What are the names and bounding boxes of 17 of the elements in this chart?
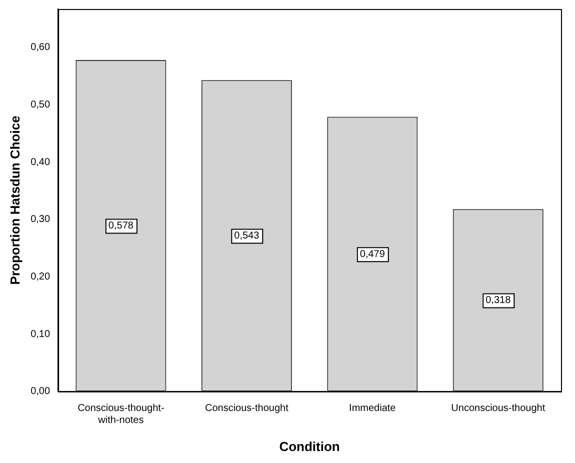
x-tick-label: Unconscious-thought <box>451 403 546 414</box>
y-tick-label: 0,20 <box>30 271 50 282</box>
y-tick-label: 0,40 <box>30 156 50 168</box>
y-tick-label: 0,00 <box>30 386 50 398</box>
y-tick-label: 0,10 <box>30 328 50 340</box>
x-tick-label: Conscious-thought-with-notes <box>78 403 164 426</box>
y-tick-label: 0,30 <box>30 214 50 226</box>
x-tick-label: Conscious-thought <box>204 403 289 414</box>
data-label: 0,479 <box>360 248 386 260</box>
data-label: 0,318 <box>486 294 512 306</box>
x-axis-title: Condition <box>279 438 340 454</box>
data-label: 0,543 <box>234 230 260 242</box>
y-axis-title: Proportion Hatsdun Choice <box>7 116 22 285</box>
x-tick-label: Immediate <box>349 403 396 414</box>
y-tick-label: 0,60 <box>30 42 50 54</box>
y-tick-label: 0,50 <box>30 99 50 110</box>
data-label: 0,578 <box>108 220 134 232</box>
